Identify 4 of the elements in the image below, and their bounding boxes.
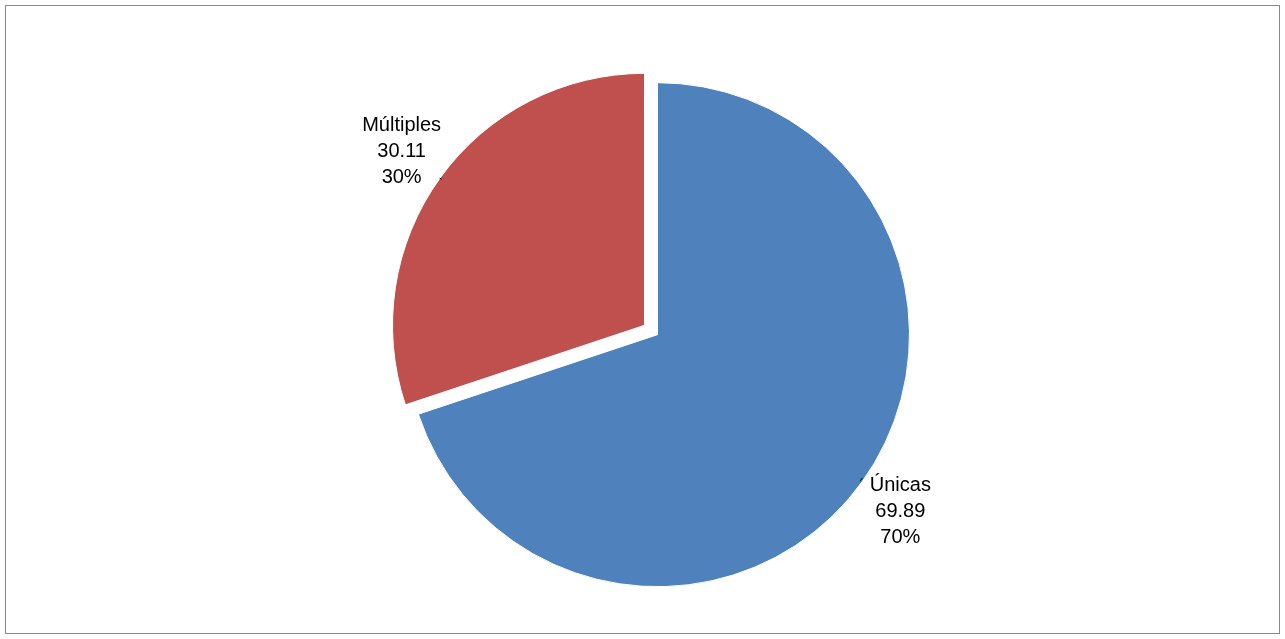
slice-label: Múltiples	[362, 113, 442, 136]
slice-label: Únicas	[869, 472, 931, 495]
data-label: 30.11 30%	[377, 139, 426, 188]
data-label: 69.89 70%	[875, 498, 926, 547]
